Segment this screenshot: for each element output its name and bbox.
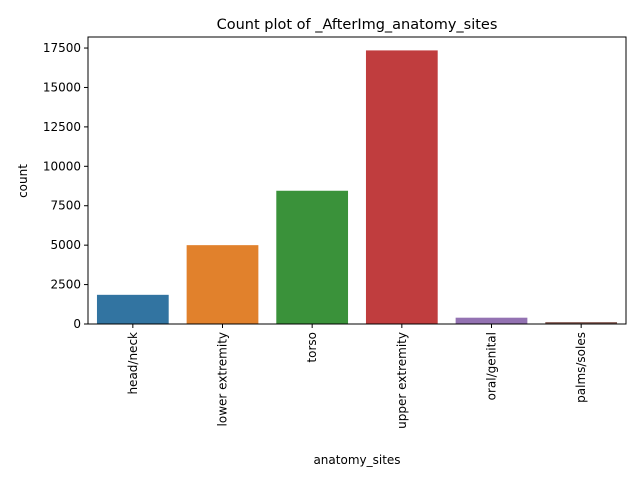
x-tick-label: head/neck <box>126 332 140 395</box>
bar-torso <box>276 190 349 324</box>
x-tick-label: torso <box>305 332 319 363</box>
y-tick-label: 10000 <box>43 159 81 173</box>
plot-area-border <box>87 36 627 325</box>
x-tick-label: oral/genital <box>485 332 499 400</box>
x-tick-label: upper extremity <box>395 332 409 429</box>
x-axis-label: anatomy_sites <box>313 453 400 467</box>
bar-head-neck <box>96 294 169 324</box>
y-tick-label: 5000 <box>50 238 81 252</box>
y-tick-label: 0 <box>73 317 81 331</box>
axes-frame <box>87 36 627 325</box>
y-tick-label: 2500 <box>50 278 81 292</box>
x-tick-label: palms/soles <box>574 332 588 403</box>
x-tick-label: lower extremity <box>216 332 230 426</box>
bar-oral-genital <box>455 317 528 324</box>
bar-palms-soles <box>545 322 618 324</box>
bar-upper-extremity <box>365 50 438 325</box>
x-axis-ticks: head/neck lower extremity torso upper extre… <box>126 324 588 429</box>
y-axis-label: count <box>16 164 30 198</box>
y-tick-label: 12500 <box>43 120 81 134</box>
chart-title: Count plot of _AfterImg_anatomy_sites <box>217 17 498 33</box>
y-axis-ticks: 0 2500 5000 7500 10000 12500 15000 17500 <box>43 41 88 331</box>
y-tick-label: 17500 <box>43 41 81 55</box>
bars <box>96 50 618 325</box>
bar-lower-extremity <box>186 245 259 324</box>
y-tick-label: 7500 <box>50 199 81 213</box>
y-tick-label: 15000 <box>43 80 81 94</box>
